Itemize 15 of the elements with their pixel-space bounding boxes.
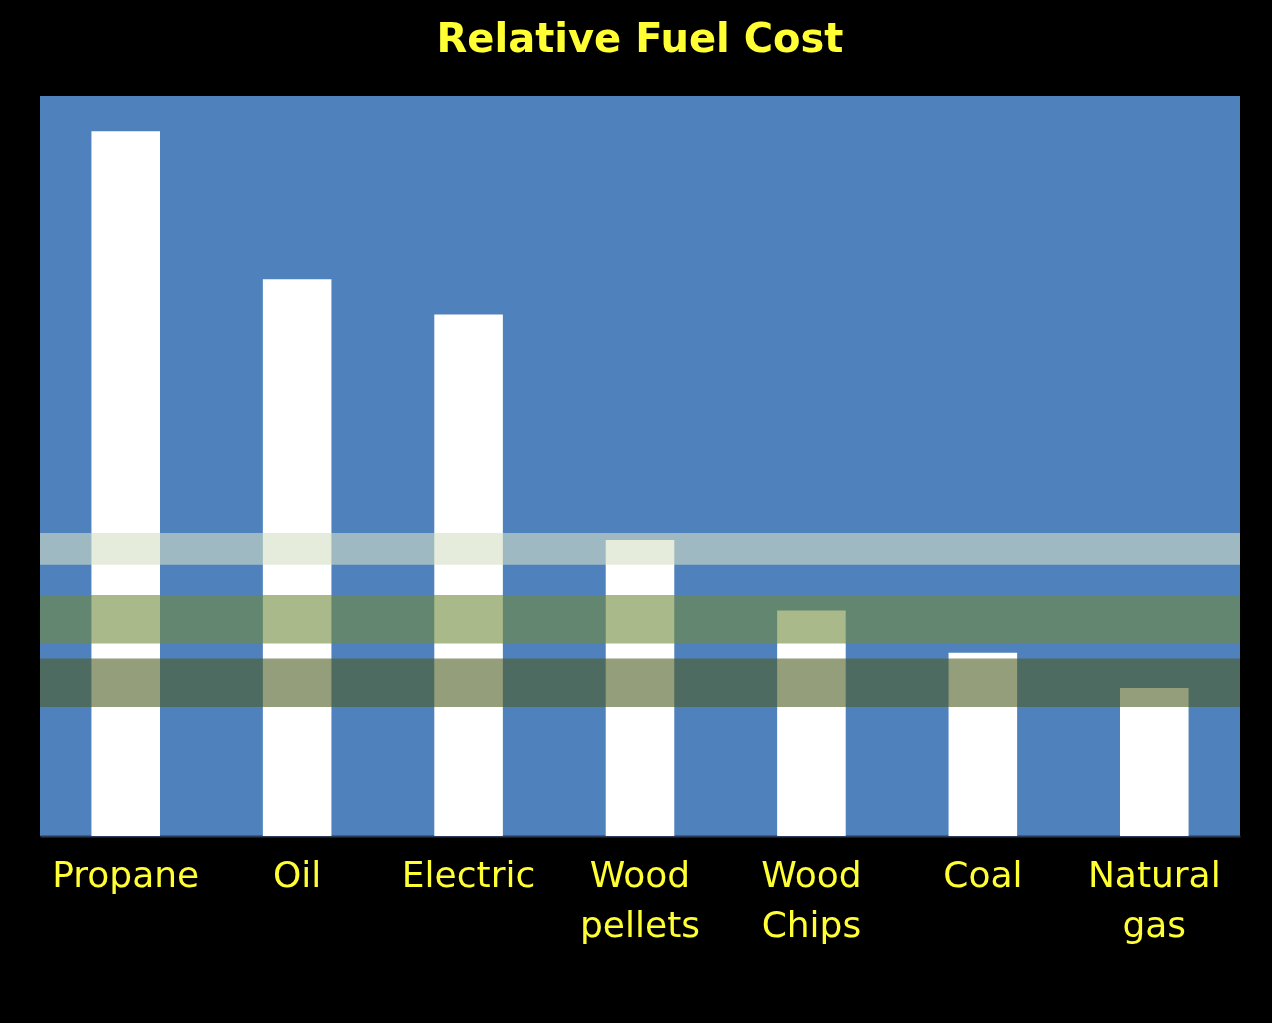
bar: [948, 652, 1018, 836]
x-tick-label: Natural gas: [1087, 853, 1221, 945]
x-tick-label: Wood pellets: [579, 853, 701, 945]
bar: [434, 314, 503, 836]
bar: [91, 131, 160, 836]
chart-title: Relative Fuel Cost: [436, 15, 844, 61]
x-tick-label: Propane: [52, 853, 200, 895]
x-tick-label: Wood Chips: [761, 853, 862, 945]
bar: [605, 540, 675, 836]
x-tick-label: Electric: [401, 853, 536, 895]
bar: [777, 610, 846, 836]
x-tick-label: Coal: [943, 853, 1023, 895]
x-tick-label: Oil: [272, 853, 322, 895]
bar: [1120, 688, 1189, 836]
bar: [262, 279, 332, 836]
